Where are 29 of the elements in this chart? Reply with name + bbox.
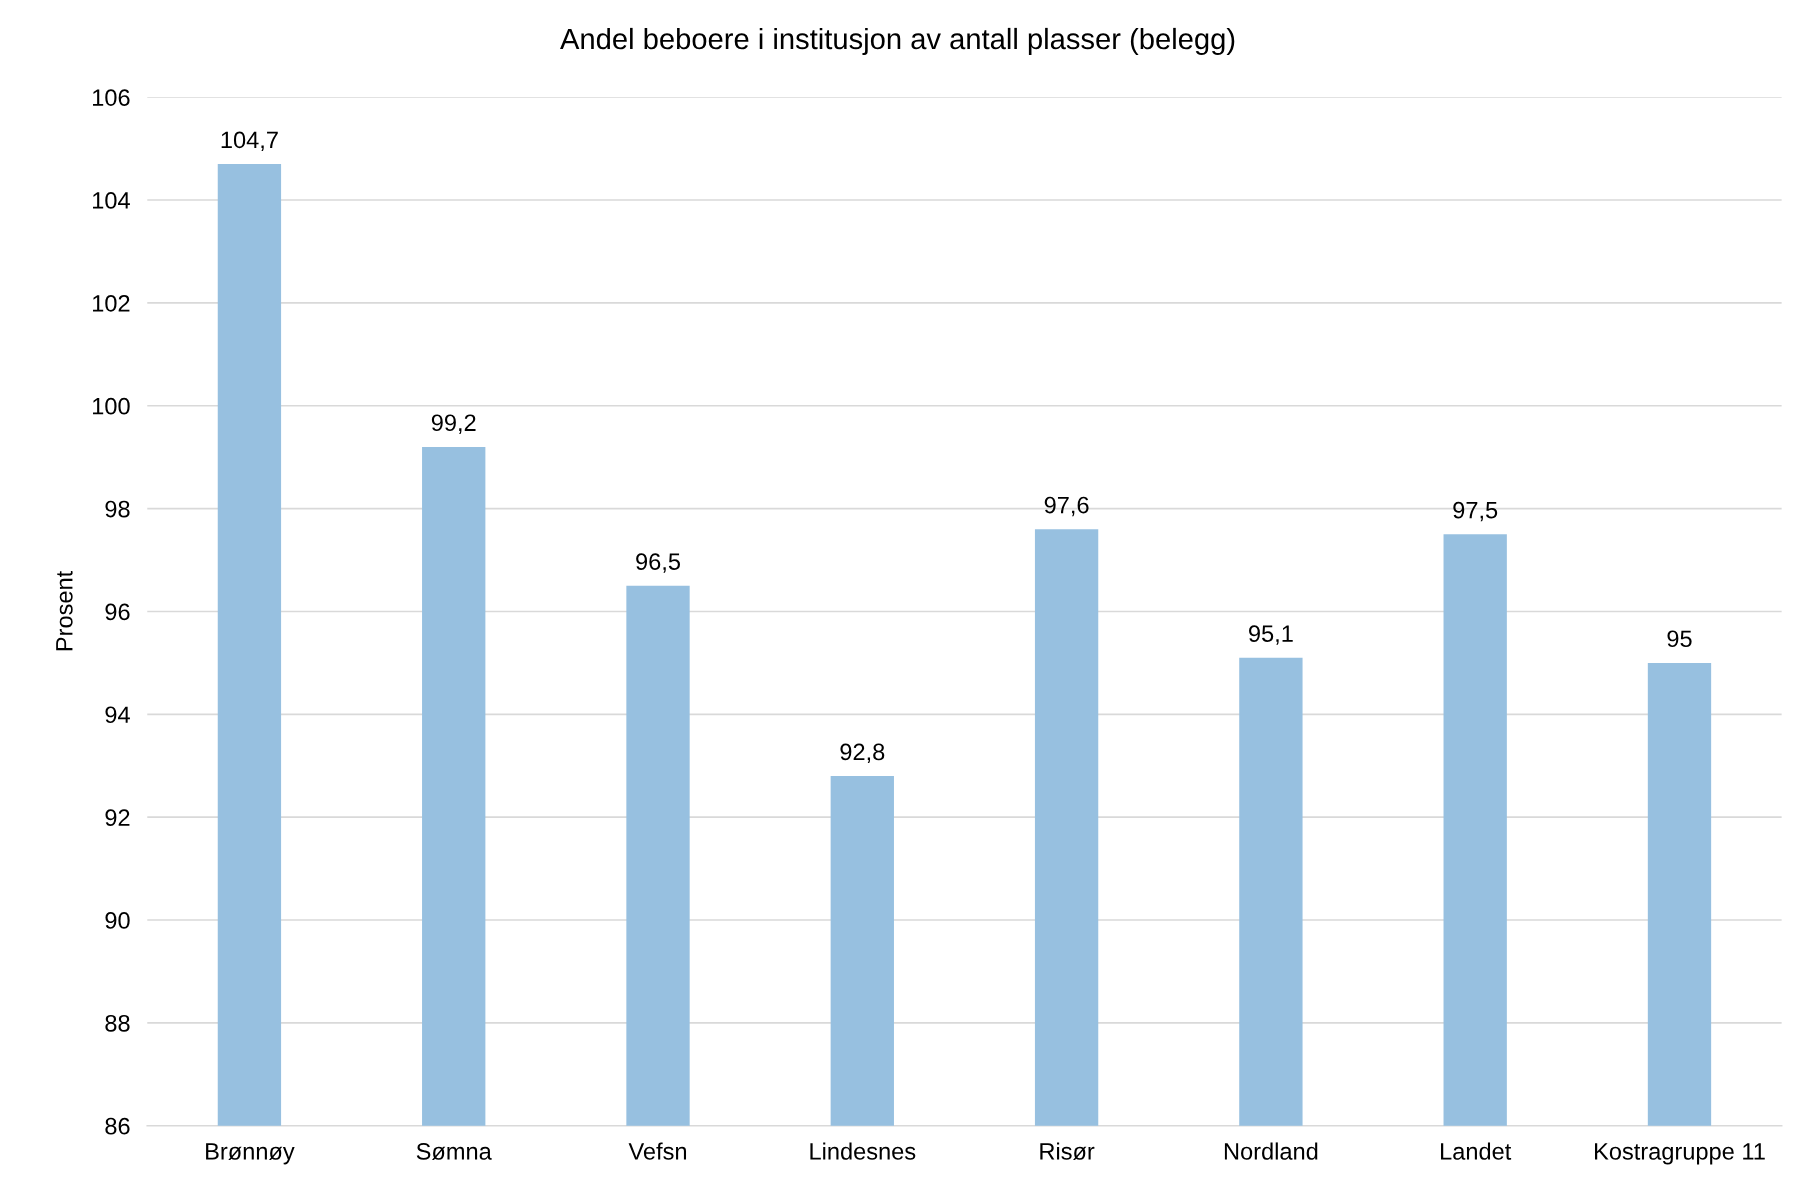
y-tick-label: 102 — [93, 294, 130, 312]
x-tick-label: Risør — [1040, 1142, 1095, 1160]
y-tick-label: 100 — [93, 397, 130, 415]
y-tick-label: 98 — [105, 500, 130, 518]
y-tick-label: 92 — [105, 809, 130, 826]
y-tick-label: 104 — [93, 192, 130, 209]
y-tick-label: 106 — [93, 89, 130, 106]
x-tick-label: Sømna — [416, 1143, 492, 1160]
y-tick-label: 96 — [105, 603, 130, 621]
y-tick-label: 94 — [105, 706, 130, 724]
data-label: 96,5 — [636, 553, 680, 573]
x-tick-label: Nordland — [1224, 1142, 1318, 1160]
data-label: 99,2 — [431, 414, 476, 434]
x-tick-label: Vefsn — [628, 1142, 687, 1160]
x-tick-label: Lindesnes — [810, 1142, 916, 1160]
chart-title: Andel beboere i institusjon av antall plasser (belegg) — [560, 27, 1235, 56]
data-label: 97,5 — [1453, 501, 1498, 522]
x-tick-label: Brønnøy — [206, 1143, 295, 1165]
data-label: 95,1 — [1249, 625, 1293, 645]
y-axis-title: Prosent — [56, 570, 73, 651]
data-label: 95 — [1667, 630, 1692, 648]
y-tick-label: 88 — [105, 1014, 130, 1032]
data-label: 104,7 — [221, 131, 278, 152]
data-label: 97,6 — [1044, 496, 1089, 517]
y-tick-label: 90 — [105, 912, 130, 929]
data-label: 92,8 — [840, 743, 885, 764]
x-tick-label: Kostragruppe 11 — [1595, 1143, 1765, 1165]
y-tick-label: 86 — [105, 1117, 130, 1135]
x-tick-label: Landet — [1441, 1142, 1512, 1160]
